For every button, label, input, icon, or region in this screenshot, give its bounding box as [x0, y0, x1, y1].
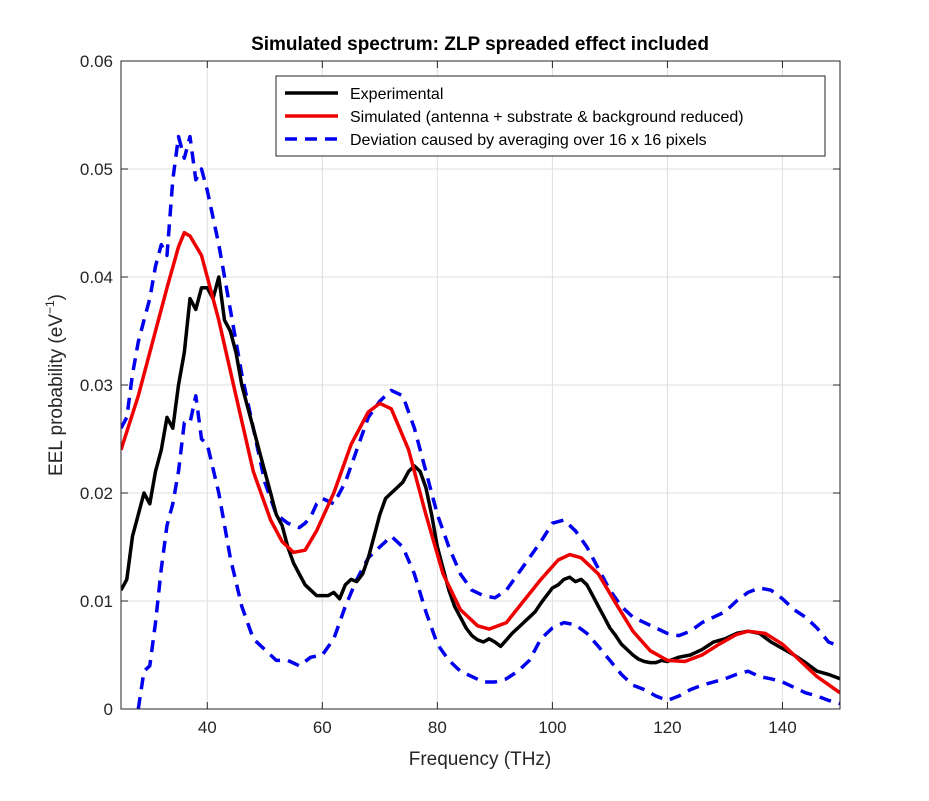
- y-tick-label: 0: [104, 700, 113, 719]
- y-tick-label: 0.02: [80, 484, 113, 503]
- legend-label-simulated: Simulated (antenna + substrate & backgro…: [350, 109, 744, 126]
- y-axis-label-main: EEL probability (eV: [46, 314, 67, 476]
- x-tick-label: 80: [428, 718, 447, 737]
- x-axis-label: Frequency (THz): [409, 749, 552, 770]
- y-axis-label-close: ): [46, 294, 67, 300]
- x-tick-label: 120: [653, 718, 681, 737]
- chart-title: Simulated spectrum: ZLP spreaded effect …: [251, 34, 709, 55]
- series-line-simulated: [121, 230, 840, 695]
- series-line-experimental: [121, 275, 840, 681]
- y-tick-label: 0.01: [80, 592, 113, 611]
- axis-ticks: 40 60 80 100 120 140 0 0.01 0.02 0.03 0.04 0.05 0.06: [80, 52, 840, 737]
- legend-label-experimental: Experimental: [350, 86, 443, 103]
- legend-label-deviation: Deviation caused by averaging over 16 x …: [350, 132, 707, 149]
- series-layer: [121, 134, 840, 709]
- y-axis-label-superscript: −1: [43, 300, 57, 314]
- y-tick-label: 0.03: [80, 376, 113, 395]
- x-tick-label: 140: [768, 718, 796, 737]
- x-tick-label: 100: [538, 718, 566, 737]
- x-tick-label: 60: [313, 718, 332, 737]
- legend: Experimental Simulated (antenna + substr…: [275, 75, 826, 157]
- y-tick-label: 0.04: [80, 268, 113, 287]
- y-tick-label: 0.05: [80, 160, 113, 179]
- legend-box: [275, 75, 826, 157]
- y-tick-label: 0.06: [80, 52, 113, 71]
- series-line-deviation-upper: [121, 134, 840, 649]
- series-group: [121, 134, 840, 709]
- y-axis-label: EEL probability (eV−1): [43, 294, 67, 476]
- series-line-deviation-lower: [136, 394, 840, 709]
- x-tick-label: 40: [198, 718, 217, 737]
